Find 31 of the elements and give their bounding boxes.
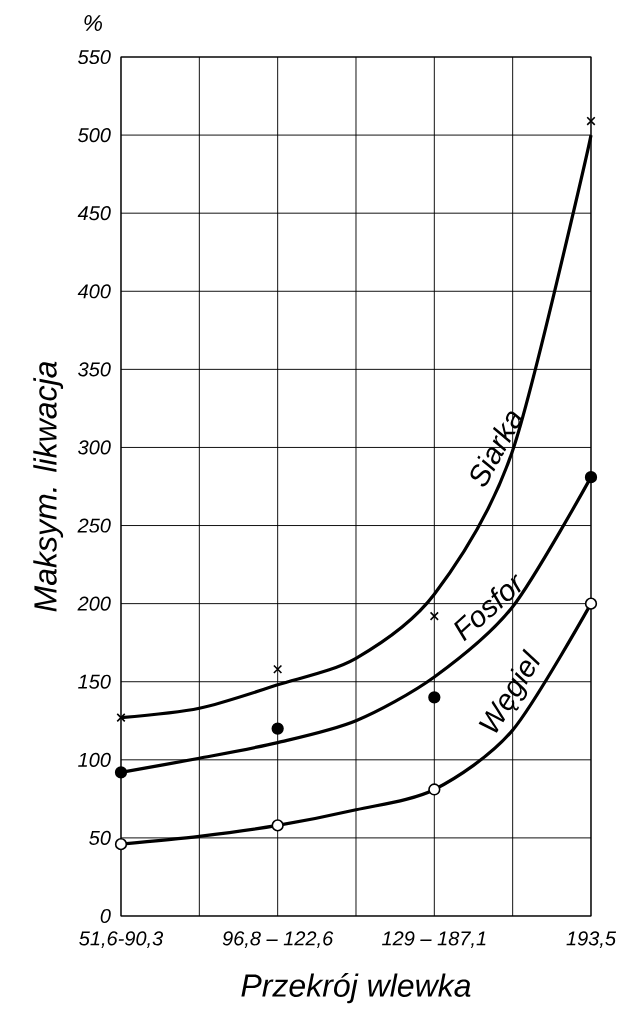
point: [114, 838, 128, 851]
y-tick-label: 400: [77, 284, 111, 299]
y-tick-label: 200: [77, 596, 111, 611]
y-tick-label: 350: [78, 362, 111, 377]
point: [586, 116, 596, 126]
y-tick-label: 50: [89, 830, 111, 845]
y-tick-label: 100: [78, 752, 111, 767]
x-tick-label: 96,8 – 122,6: [222, 931, 334, 948]
text: %: [84, 15, 102, 31]
y-tick-label: 300: [78, 440, 111, 455]
x-tick-label: 51,6-90,3: [79, 931, 164, 948]
point: [273, 664, 283, 674]
x-axis-title: Przekrój wlewka: [241, 973, 471, 1004]
x-tick-label: 193,5: [566, 931, 617, 948]
point: [429, 611, 439, 621]
x-tick-label: 129 – 187,1: [382, 931, 486, 948]
y-axis-title: Maksym. likwacja: [33, 361, 64, 612]
y-tick-label: 450: [77, 206, 111, 221]
y-tick-label: 550: [78, 49, 111, 65]
point: [271, 819, 284, 832]
point: [114, 766, 128, 779]
y-tick-label: 500: [78, 128, 111, 143]
point: [271, 722, 284, 735]
point: [584, 470, 598, 484]
point: [428, 691, 441, 704]
y-tick-label: 250: [77, 518, 111, 533]
y-tick-label: 150: [78, 674, 111, 689]
point: [584, 597, 598, 610]
point: [428, 783, 441, 796]
y-tick-label: 0: [100, 908, 111, 924]
point: [116, 713, 126, 723]
